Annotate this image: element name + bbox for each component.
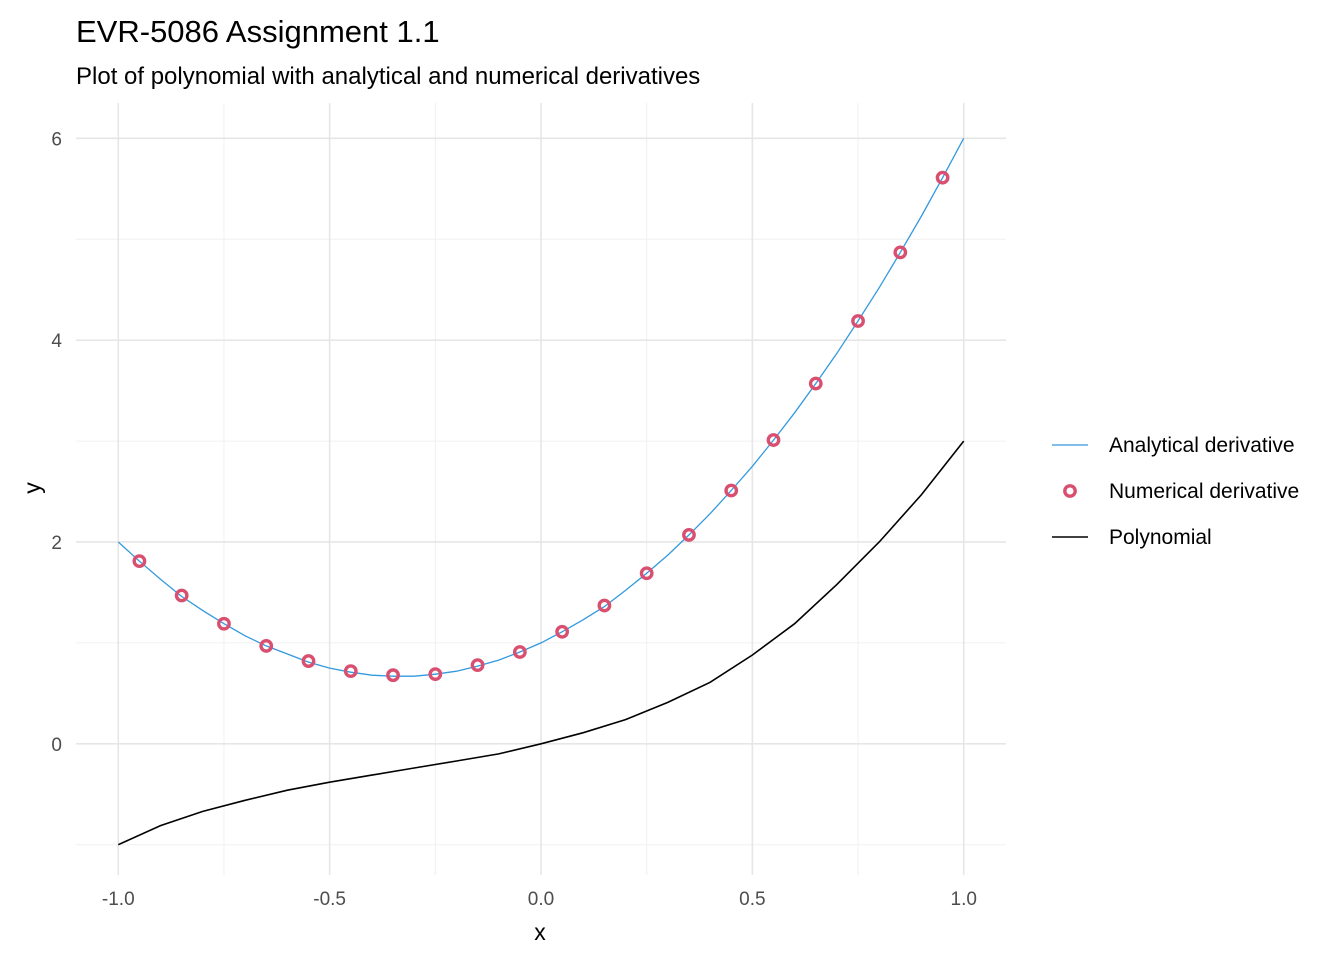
y-tick-label: 2 [51, 533, 62, 554]
data-point [682, 528, 696, 542]
data-point [259, 639, 274, 653]
chart-subtitle: Plot of polynomial with analytical and n… [76, 63, 700, 90]
legend: Analytical derivative Numerical derivativ… [1052, 434, 1299, 549]
data-point [301, 654, 316, 668]
data-point [386, 668, 400, 683]
series-line-0 [117, 137, 965, 677]
series-line-2 [117, 440, 965, 846]
data-point [724, 483, 739, 498]
y-axis-title: y [19, 482, 45, 494]
data-point [470, 658, 485, 672]
y-tick-label: 0 [51, 735, 62, 756]
series-layer [117, 137, 965, 846]
x-tick-label: 0.0 [528, 889, 554, 910]
chart-title: EVR-5086 Assignment 1.1 [76, 14, 440, 49]
data-point [597, 598, 612, 613]
data-point [217, 616, 231, 631]
y-tick-label: 4 [51, 331, 62, 352]
legend-label: Numerical derivative [1109, 480, 1299, 503]
data-point [639, 566, 654, 581]
data-point [766, 433, 781, 447]
major-gridlines [76, 103, 1006, 875]
data-point [808, 376, 823, 391]
legend-label: Polynomial [1109, 526, 1212, 549]
y-tick-label: 6 [51, 129, 62, 150]
x-tick-label: 0.5 [739, 889, 765, 910]
data-point [343, 664, 358, 679]
data-point [935, 170, 950, 185]
x-axis-title: x [534, 919, 546, 945]
data-point [512, 645, 527, 659]
data-point [428, 667, 443, 682]
x-tick-label: -0.5 [313, 889, 346, 910]
tick-labels: 0 2 4 6 -1.0 -0.5 0.0 0.5 1.0 [51, 129, 977, 910]
x-tick-label: -1.0 [102, 889, 135, 910]
legend-label: Analytical derivative [1109, 434, 1295, 457]
legend-key-point [1063, 484, 1077, 498]
data-point [893, 245, 908, 260]
data-point [555, 624, 570, 639]
data-point [132, 554, 147, 569]
x-tick-label: 1.0 [951, 889, 977, 910]
data-point [174, 588, 189, 603]
data-point [851, 314, 865, 328]
